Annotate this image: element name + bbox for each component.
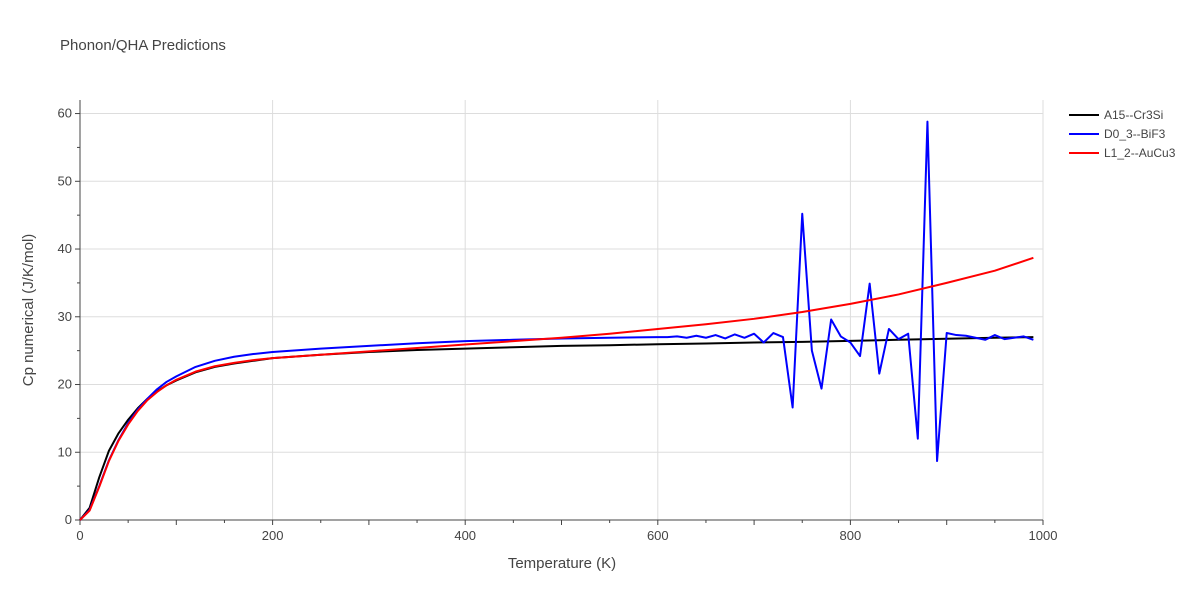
chart-title: Phonon/QHA Predictions <box>60 37 226 54</box>
legend-item[interactable]: L1_2--AuCu3 <box>1069 146 1176 160</box>
legend-label: A15--Cr3Si <box>1104 108 1163 122</box>
legend-item[interactable]: D0_3--BiF3 <box>1069 127 1166 141</box>
y-tick-label: 20 <box>58 377 72 392</box>
y-tick-label: 50 <box>58 173 72 188</box>
axes: 0 200 400 600 800 1000 0 10 20 30 40 50 60 <box>58 100 1058 543</box>
legend-item[interactable]: A15--Cr3Si <box>1069 108 1163 122</box>
y-tick-label: 10 <box>58 444 72 459</box>
y-tick-label: 0 <box>65 512 72 527</box>
series-line-L1_2--AuCu3 <box>79 256 1034 521</box>
y-tick-label: 60 <box>58 106 72 121</box>
series-line-D0_3--BiF3 <box>79 120 1034 521</box>
x-axis-title: Temperature (K) <box>508 555 616 572</box>
x-tick-label: 200 <box>262 528 284 543</box>
series-group <box>79 120 1034 521</box>
legend-label: L1_2--AuCu3 <box>1104 146 1176 160</box>
x-tick-label: 800 <box>840 528 862 543</box>
x-tick-label: 0 <box>76 528 83 543</box>
legend-label: D0_3--BiF3 <box>1104 127 1166 141</box>
y-axis-title: Cp numerical (J/K/mol) <box>20 234 37 387</box>
y-tick-label: 40 <box>58 241 72 256</box>
y-tick-label: 30 <box>58 309 72 324</box>
x-tick-label: 1000 <box>1029 528 1058 543</box>
x-tick-label: 600 <box>647 528 669 543</box>
x-tick-label: 400 <box>454 528 476 543</box>
legend[interactable]: A15--Cr3Si D0_3--BiF3 L1_2--AuCu3 <box>1069 108 1176 160</box>
grid <box>80 100 1044 520</box>
